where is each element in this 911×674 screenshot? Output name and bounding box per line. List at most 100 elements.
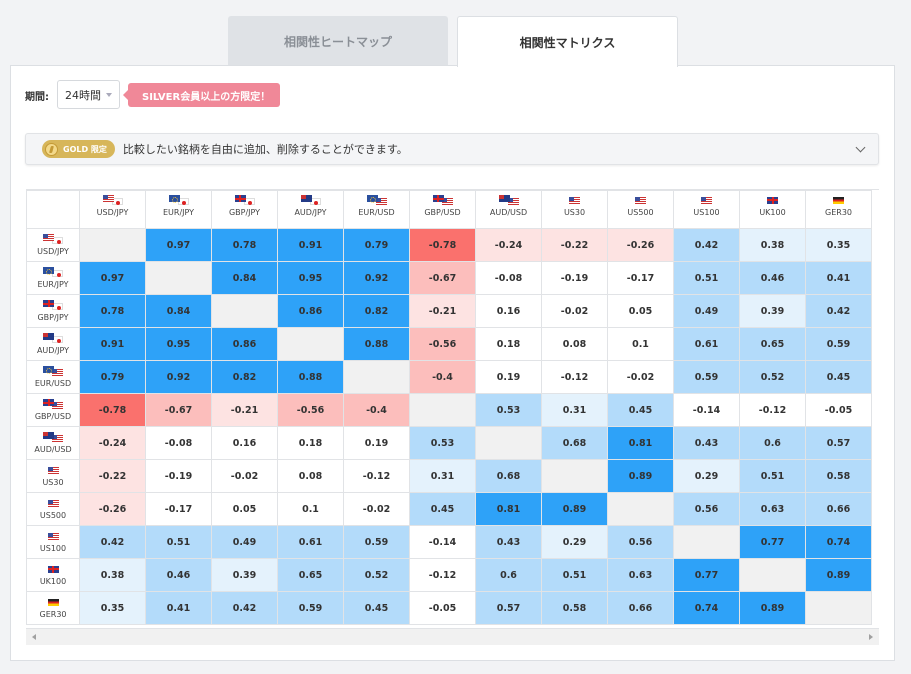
diagonal-cell — [607, 492, 674, 526]
horizontal-scrollbar[interactable] — [26, 628, 879, 645]
period-select[interactable]: 24時間 — [57, 80, 120, 109]
correlation-cell: -0.56 — [409, 327, 476, 361]
correlation-cell: 0.79 — [79, 360, 146, 394]
correlation-cell: 0.08 — [277, 459, 344, 493]
correlation-cell: 0.35 — [805, 228, 872, 262]
symbol-header: EUR/USD — [27, 366, 79, 388]
correlation-cell: 0.78 — [79, 294, 146, 328]
correlation-table-wrapper: USD/JPY EUR/JPY GBP/JPY AUD/JPY EUR/USD GBP/U… — [26, 189, 879, 628]
correlation-cell: -0.08 — [145, 426, 212, 460]
symbol-header: AUD/JPY — [27, 333, 79, 355]
correlation-cell: 0.89 — [805, 558, 872, 592]
correlation-cell: 0.58 — [805, 459, 872, 493]
us-flag-icon — [507, 198, 519, 205]
row-header: USD/JPY — [26, 228, 80, 262]
scroll-right-icon[interactable] — [869, 634, 873, 640]
flag-group — [43, 333, 63, 343]
flag-group — [47, 465, 59, 475]
symbol-label: AUD/USD — [34, 445, 72, 454]
symbol-header: AUD/USD — [27, 432, 79, 454]
correlation-cell: 0.51 — [541, 558, 608, 592]
correlation-cell: 0.79 — [343, 228, 410, 262]
matrix-row: US30 -0.22 -0.19 -0.02 0.08 -0.12 0.31 0.68 0.89… — [26, 459, 872, 493]
row-header: UK100 — [26, 558, 80, 592]
correlation-cell: 0.6 — [475, 558, 542, 592]
flag-group — [47, 531, 59, 541]
symbol-header: GER30 — [27, 597, 79, 619]
flag-group — [635, 195, 646, 205]
correlation-cell: 0.05 — [607, 294, 674, 328]
diagonal-cell — [277, 327, 344, 361]
correlation-cell: 0.63 — [739, 492, 806, 526]
correlation-cell: 0.53 — [409, 426, 476, 460]
column-header: US30 — [541, 190, 608, 229]
symbol-label: US500 — [39, 511, 67, 520]
symbol-header: EUR/USD — [344, 191, 409, 217]
period-value: 24時間 — [65, 88, 101, 102]
column-header: AUD/USD — [475, 190, 542, 229]
correlation-cell: 0.89 — [739, 591, 806, 625]
symbol-label: AUD/USD — [489, 208, 528, 217]
correlation-cell: 0.92 — [145, 360, 212, 394]
flag-group — [168, 195, 189, 205]
correlation-cell: 0.19 — [475, 360, 542, 394]
correlation-cell: -0.02 — [343, 492, 410, 526]
gold-feature-bar[interactable]: GOLD 限定 比較したい銘柄を自由に追加、削除することができます。 — [25, 133, 879, 165]
flag-group — [300, 195, 321, 205]
flag-group — [43, 300, 63, 310]
gb-flag-icon — [432, 195, 444, 202]
symbol-label: EUR/USD — [34, 379, 72, 388]
silver-member-badge: SILVER会員以上の方限定！ — [122, 83, 281, 107]
us-flag-icon — [701, 196, 712, 204]
correlation-cell: 0.66 — [607, 591, 674, 625]
correlation-cell: 0.42 — [805, 294, 872, 328]
flag-group — [47, 564, 59, 574]
us-flag-icon — [52, 402, 63, 409]
tab-heatmap[interactable]: 相関性ヒートマップ — [228, 16, 448, 66]
correlation-cell: 0.53 — [475, 393, 542, 427]
symbol-label: GBP/JPY — [37, 313, 69, 322]
gb-flag-icon — [234, 195, 246, 202]
symbol-header: UK100 — [27, 564, 79, 586]
matrix-row: GBP/JPY 0.78 0.84 0.86 0.82 -0.21 0.16 -0.02 0.0… — [26, 294, 872, 328]
matrix-row: GER30 0.35 0.41 0.42 0.59 0.45 -0.05 0.57 0.58 0.… — [26, 591, 872, 625]
correlation-cell: 0.91 — [277, 228, 344, 262]
symbol-header: US500 — [608, 191, 673, 217]
correlation-cell: 0.89 — [541, 492, 608, 526]
correlation-cell: 0.57 — [475, 591, 542, 625]
symbol-header: GER30 — [806, 191, 871, 217]
correlation-cell: 0.1 — [607, 327, 674, 361]
tab-matrix[interactable]: 相関性マトリクス — [457, 16, 678, 67]
correlation-cell: 0.57 — [805, 426, 872, 460]
symbol-header: GBP/USD — [27, 399, 79, 421]
symbol-label: EUR/JPY — [37, 280, 69, 289]
symbol-header: US100 — [27, 531, 79, 553]
symbol-label: GER30 — [39, 610, 67, 619]
correlation-cell: -0.05 — [805, 393, 872, 427]
correlation-cell: 0.89 — [607, 459, 674, 493]
correlation-cell: 0.35 — [79, 591, 146, 625]
correlation-cell: -0.67 — [145, 393, 212, 427]
correlation-cell: 0.29 — [541, 525, 608, 559]
chevron-down-icon[interactable] — [855, 142, 866, 153]
correlation-cell: 0.97 — [79, 261, 146, 295]
us-flag-icon — [102, 195, 114, 202]
scroll-left-icon[interactable] — [32, 634, 36, 640]
correlation-cell: -0.12 — [343, 459, 410, 493]
correlation-cell: -0.02 — [211, 459, 278, 493]
header-row: USD/JPY EUR/JPY GBP/JPY AUD/JPY EUR/USD GBP/U… — [26, 190, 872, 229]
flag-group — [432, 195, 453, 205]
column-header: US500 — [607, 190, 674, 229]
matrix-row: EUR/USD 0.79 0.92 0.82 0.88 -0.4 0.19 -0.12 -0.0… — [26, 360, 872, 394]
correlation-cell: -0.22 — [541, 228, 608, 262]
row-header: AUD/USD — [26, 426, 80, 460]
symbol-header: US500 — [27, 498, 79, 520]
diagonal-cell — [673, 525, 740, 559]
correlation-cell: 0.56 — [607, 525, 674, 559]
correlation-cell: 0.92 — [343, 261, 410, 295]
correlation-cell: 0.61 — [277, 525, 344, 559]
gb-flag-icon — [767, 196, 778, 204]
correlation-cell: 0.39 — [739, 294, 806, 328]
correlation-cell: -0.24 — [475, 228, 542, 262]
symbol-header: GBP/USD — [410, 191, 475, 217]
